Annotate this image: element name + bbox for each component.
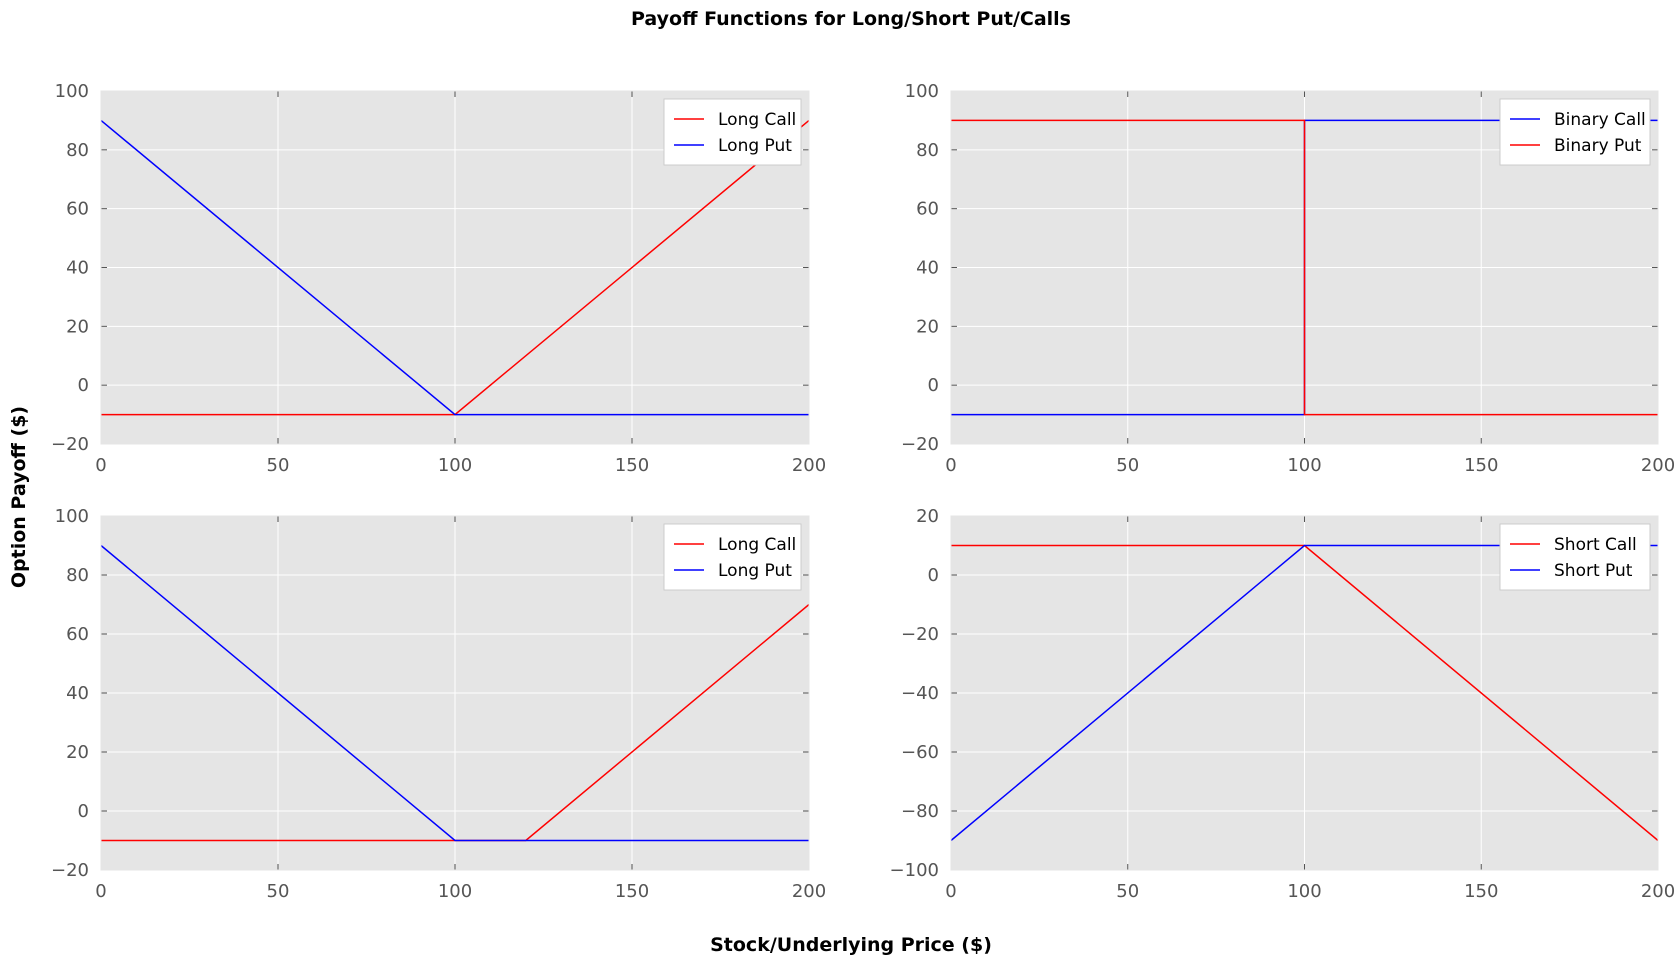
- x-tick-label: 0: [945, 881, 956, 902]
- x-tick-label: 100: [1287, 881, 1321, 902]
- x-tick-label: 150: [1464, 455, 1498, 476]
- x-tick-label: 150: [1464, 881, 1498, 902]
- axes-frame: [100, 515, 810, 871]
- legend-box: [663, 98, 802, 166]
- legend-label: Long Call: [718, 535, 796, 555]
- y-tick-label: 100: [55, 506, 89, 527]
- x-tick-label: 200: [792, 881, 826, 902]
- y-tick-label: 20: [66, 316, 89, 337]
- legend-label: Binary Call: [1554, 110, 1646, 130]
- x-tick-label: 0: [945, 455, 956, 476]
- axes-frame: [950, 515, 1659, 871]
- axes-frame: [100, 90, 810, 445]
- y-tick-label: 100: [905, 81, 939, 102]
- legend: Binary Call Binary Put: [1499, 98, 1651, 166]
- y-tick-label: −100: [890, 860, 939, 881]
- x-tick-label: 150: [615, 455, 649, 476]
- axes-frame: [950, 90, 1659, 445]
- legend-label: Long Put: [718, 136, 792, 156]
- legend-label: Short Put: [1554, 561, 1633, 581]
- x-tick-label: 200: [1641, 881, 1675, 902]
- y-tick-label: −40: [901, 683, 939, 704]
- y-tick-label: 0: [928, 565, 939, 586]
- legend-label: Short Call: [1554, 535, 1637, 555]
- y-tick-label: 40: [916, 258, 939, 279]
- legend: Long Call Long Put: [663, 98, 802, 166]
- legend: Long Call Long Put: [663, 523, 802, 591]
- legend-box: [1499, 98, 1651, 166]
- x-tick-label: 200: [792, 455, 826, 476]
- y-tick-label: −20: [51, 434, 89, 455]
- y-tick-label: 60: [66, 624, 89, 645]
- x-tick-label: 50: [1116, 881, 1139, 902]
- y-tick-label: 0: [928, 375, 939, 396]
- y-tick-label: −20: [51, 860, 89, 881]
- x-tick-label: 0: [95, 881, 106, 902]
- y-tick-label: 60: [66, 199, 89, 220]
- legend-label: Long Put: [718, 561, 792, 581]
- y-tick-label: −80: [901, 801, 939, 822]
- y-tick-label: 60: [916, 199, 939, 220]
- y-tick-label: −60: [901, 742, 939, 763]
- series-line-binary-put: [951, 119, 1658, 416]
- y-tick-label: 20: [66, 742, 89, 763]
- y-tick-label: 80: [66, 565, 89, 586]
- y-tick-label: 20: [916, 506, 939, 527]
- y-tick-label: 100: [55, 81, 89, 102]
- x-tick-label: 200: [1641, 455, 1675, 476]
- y-tick-label: 40: [66, 258, 89, 279]
- y-tick-label: −20: [901, 434, 939, 455]
- series-line-long-put: [101, 119, 809, 416]
- series-line-long-put: [101, 544, 809, 842]
- legend-box: [1499, 523, 1651, 591]
- y-tick-label: 0: [78, 801, 89, 822]
- subplot-4: 0 50 100 150 200 −100 −80 −60 −40 −20 0 20 Short Cal…: [890, 506, 1676, 902]
- x-tick-label: 50: [267, 881, 290, 902]
- legend-label: Long Call: [718, 110, 796, 130]
- legend: Short Call Short Put: [1499, 523, 1651, 591]
- y-tick-label: 20: [916, 316, 939, 337]
- y-tick-label: 80: [66, 140, 89, 161]
- figure-title: Payoff Functions for Long/Short Put/Call…: [631, 8, 1071, 30]
- legend-box: [663, 523, 802, 591]
- x-tick-label: 50: [267, 455, 290, 476]
- y-axis-label: Option Payoff ($): [8, 406, 30, 588]
- x-tick-label: 50: [1116, 455, 1139, 476]
- x-tick-label: 0: [95, 455, 106, 476]
- x-tick-label: 150: [615, 881, 649, 902]
- x-axis-label: Stock/Underlying Price ($): [710, 934, 992, 956]
- x-tick-label: 100: [438, 881, 472, 902]
- x-tick-label: 100: [438, 455, 472, 476]
- y-tick-label: −20: [901, 624, 939, 645]
- y-tick-label: 80: [916, 140, 939, 161]
- x-tick-label: 100: [1287, 455, 1321, 476]
- y-tick-label: 40: [66, 683, 89, 704]
- legend-label: Binary Put: [1554, 136, 1642, 156]
- y-tick-label: 0: [78, 375, 89, 396]
